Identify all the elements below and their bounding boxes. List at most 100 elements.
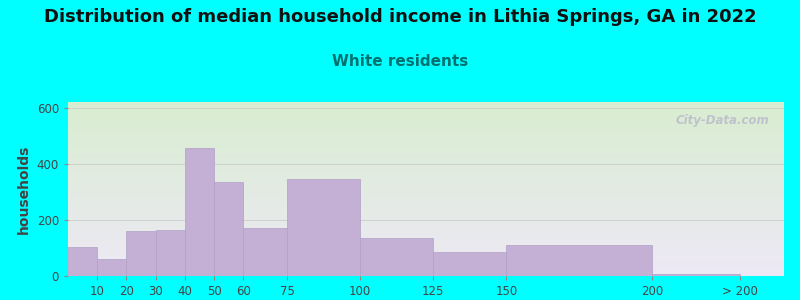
Bar <box>68 126 784 128</box>
Bar <box>68 110 784 111</box>
Bar <box>68 122 784 123</box>
Y-axis label: households: households <box>17 144 31 234</box>
Bar <box>68 239 784 240</box>
Bar <box>68 141 784 142</box>
Bar <box>68 147 784 148</box>
Bar <box>68 263 784 264</box>
Bar <box>434 252 506 276</box>
Bar <box>214 182 243 276</box>
Bar <box>68 134 784 136</box>
Bar <box>68 241 784 242</box>
Bar <box>68 242 784 244</box>
Bar <box>68 213 784 214</box>
Bar <box>68 104 784 106</box>
Bar <box>68 267 784 268</box>
Bar <box>68 165 784 166</box>
Bar <box>68 152 784 153</box>
Bar <box>68 191 784 193</box>
Bar <box>68 153 784 154</box>
Bar <box>68 115 784 116</box>
Bar <box>68 195 784 196</box>
Bar <box>68 131 784 132</box>
Bar <box>68 111 784 112</box>
Bar <box>68 211 784 212</box>
Bar <box>68 196 784 197</box>
Bar <box>68 109 784 110</box>
Bar <box>68 187 784 188</box>
Bar <box>68 205 784 206</box>
Bar <box>68 221 784 223</box>
Bar <box>68 219 784 220</box>
Bar <box>68 248 784 249</box>
Bar <box>68 180 784 181</box>
Bar <box>68 151 784 152</box>
Bar <box>68 158 784 159</box>
Bar <box>68 108 784 109</box>
Bar <box>68 145 784 146</box>
Bar <box>68 172 784 173</box>
Bar <box>68 250 784 252</box>
Bar <box>68 231 784 232</box>
Bar <box>68 157 784 158</box>
Bar <box>68 144 784 145</box>
Text: Distribution of median household income in Lithia Springs, GA in 2022: Distribution of median household income … <box>44 8 756 26</box>
Bar <box>68 133 784 134</box>
Bar <box>68 148 784 150</box>
Bar <box>68 209 784 210</box>
Bar <box>68 226 784 227</box>
Bar <box>68 116 784 117</box>
Bar <box>68 264 784 266</box>
Bar <box>68 274 784 275</box>
Bar <box>68 252 784 253</box>
Bar <box>68 121 784 122</box>
Bar <box>68 234 784 236</box>
Bar <box>68 228 784 230</box>
Bar <box>68 261 784 262</box>
Bar <box>68 247 784 248</box>
Bar <box>68 225 784 226</box>
Bar <box>68 257 784 259</box>
Bar <box>506 245 653 276</box>
Bar <box>185 148 214 276</box>
Bar <box>68 253 784 254</box>
Bar <box>68 189 784 190</box>
Bar <box>68 230 784 231</box>
Bar <box>68 254 784 255</box>
Bar <box>68 178 784 180</box>
Bar <box>68 233 784 234</box>
Bar <box>68 256 784 257</box>
Bar <box>68 155 784 157</box>
Bar <box>68 166 784 167</box>
Bar <box>68 103 784 104</box>
Bar <box>68 270 784 272</box>
Bar <box>68 183 784 184</box>
Bar <box>68 197 784 198</box>
Bar <box>68 201 784 202</box>
Bar <box>68 175 784 176</box>
Bar <box>68 240 784 241</box>
Bar <box>68 129 784 130</box>
Bar <box>68 212 784 213</box>
Bar <box>243 228 287 276</box>
Bar <box>68 246 784 247</box>
Bar <box>68 188 784 189</box>
Bar <box>68 272 784 274</box>
Bar <box>68 160 784 161</box>
Bar <box>68 238 784 239</box>
Bar <box>653 274 740 276</box>
Bar <box>68 142 784 144</box>
Bar <box>68 136 784 137</box>
Bar <box>68 245 784 246</box>
Bar <box>68 169 784 170</box>
Bar <box>68 249 784 250</box>
Bar <box>68 217 784 218</box>
Bar <box>156 230 185 276</box>
Bar <box>68 123 784 124</box>
Bar <box>68 224 784 225</box>
Bar <box>68 119 784 121</box>
Bar <box>68 106 784 108</box>
Bar <box>68 194 784 195</box>
Bar <box>68 168 784 169</box>
Bar <box>68 128 784 129</box>
Bar <box>68 164 784 165</box>
